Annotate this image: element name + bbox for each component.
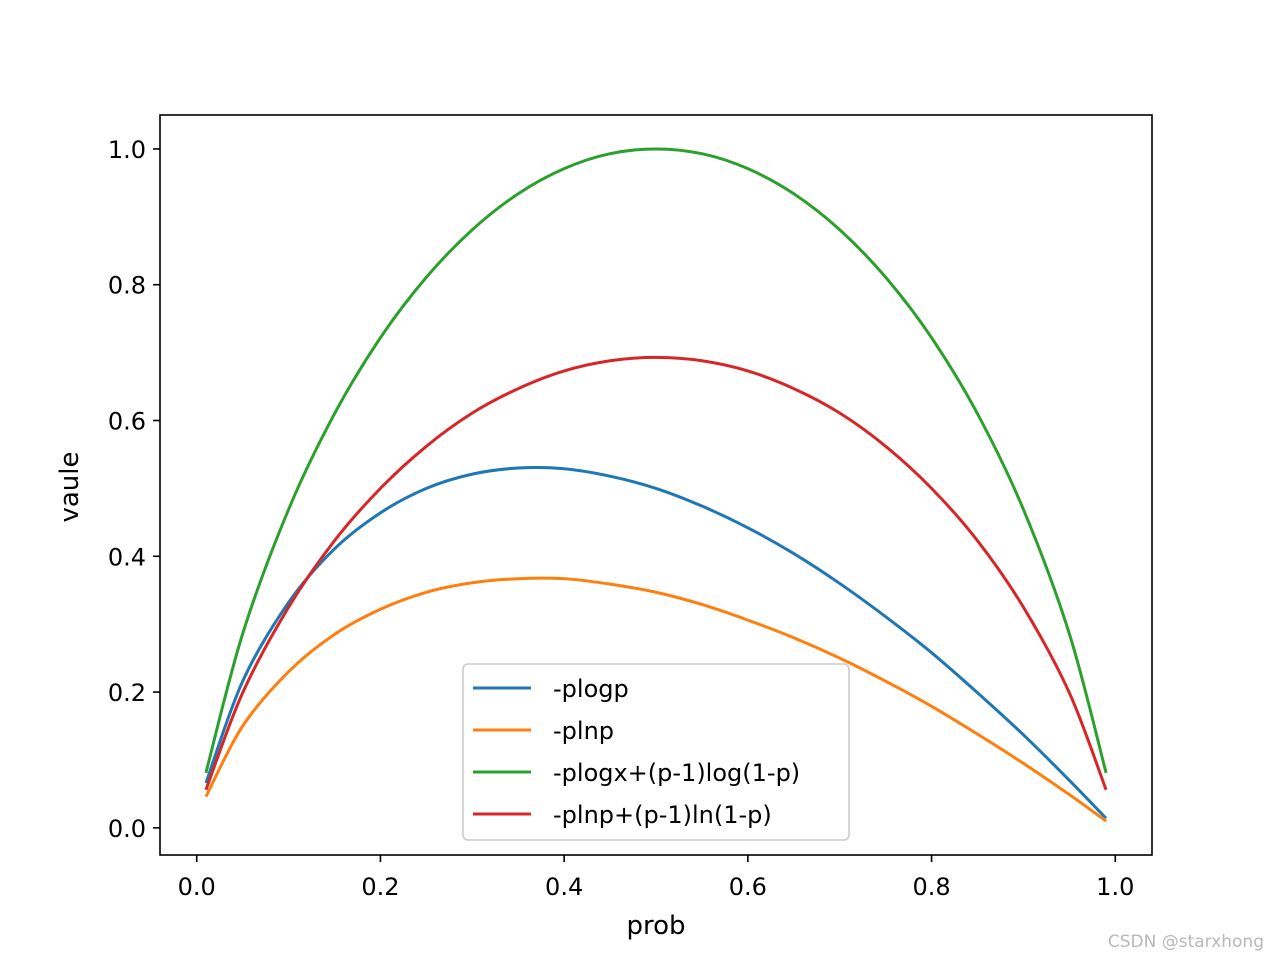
x-tick-label: 0.4 — [545, 873, 583, 901]
legend-box — [462, 663, 850, 841]
x-tick-label: 0.0 — [178, 873, 216, 901]
series-line-1 — [204, 465, 1108, 820]
series-line-4 — [204, 355, 1108, 791]
legend-label-3: -plogx+(p-1)log(1-p) — [553, 759, 800, 787]
series-line-3 — [204, 147, 1108, 774]
legend: -plogp -plnp -plogx+(p-1)log(1-p) -plnp+(p-… — [462, 663, 850, 841]
x-tick-label: 0.2 — [361, 873, 399, 901]
y-tick-label: 0.0 — [108, 815, 146, 843]
x-tick-label: 1.0 — [1096, 873, 1134, 901]
plot-area-frame — [159, 114, 1153, 856]
legend-label-4: -plnp+(p-1)ln(1-p) — [553, 801, 772, 829]
legend-label-2: -plnp — [553, 717, 614, 745]
legend-label-1: -plogp — [553, 675, 629, 703]
ticks-layer: 0.0 0.2 0.4 0.6 0.8 1.0 0.0 0.2 0.4 0.6 0.8 1.0 — [108, 136, 1135, 901]
x-axis-label: prob — [626, 911, 685, 941]
y-tick-label: 1.0 — [108, 136, 146, 164]
x-tick-label: 0.8 — [912, 873, 950, 901]
y-axis-label: vaule — [55, 451, 85, 522]
x-tick-label: 0.6 — [729, 873, 767, 901]
watermark: CSDN @starxhong — [1108, 932, 1264, 952]
y-tick-label: 0.4 — [108, 543, 146, 571]
legend-entries: -plogp -plnp -plogx+(p-1)log(1-p) -plnp+(p-… — [473, 675, 800, 829]
y-tick-label: 0.6 — [108, 408, 146, 436]
y-tick-label: 0.8 — [108, 272, 146, 300]
series-layer — [204, 147, 1108, 823]
y-tick-label: 0.2 — [108, 679, 146, 707]
series-line-2 — [204, 576, 1107, 823]
